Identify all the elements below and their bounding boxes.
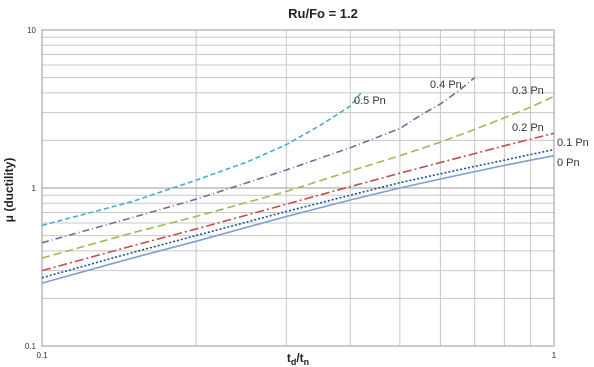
x-tick-label: 1 <box>552 351 557 360</box>
series-line-0_2-pn <box>41 132 555 272</box>
series-label: 0 Pn <box>557 157 580 169</box>
x-axis-label-main: t <box>287 351 291 365</box>
series-labels: 0.5 Pn 0.4 Pn 0.3 Pn 0.2 Pn 0.1 Pn 0 Pn <box>354 79 589 169</box>
series-line-0_1-pn <box>41 148 555 279</box>
series-line-0_4-pn <box>41 76 476 244</box>
chart-title: Ru/Fo = 1.2 <box>288 6 358 21</box>
plot-frame <box>41 29 555 347</box>
series-label: 0.1 Pn <box>557 137 589 149</box>
series-line-0-pn <box>41 154 555 284</box>
x-axis-label-sep: /t <box>296 351 303 365</box>
series-group <box>41 76 555 284</box>
tick-labels: 0.1 1 0.1 1 10 <box>25 26 557 360</box>
x-axis-label-sub2: n <box>304 357 310 367</box>
series-line-0_5-pn <box>41 92 362 227</box>
series-label: 0.4 Pn <box>430 79 462 91</box>
series-label: 0.3 Pn <box>512 85 544 97</box>
x-axis-label-sub1: d <box>291 357 297 367</box>
series-label: 0.5 Pn <box>354 95 386 107</box>
x-axis-label: td/tn <box>287 351 309 367</box>
y-axis-label: μ (ductility) <box>2 158 16 223</box>
series-label: 0.2 Pn <box>512 122 544 134</box>
y-tick-label: 10 <box>27 26 36 35</box>
y-tick-label: 0.1 <box>25 342 37 351</box>
series-line-0_3-pn <box>41 95 555 259</box>
y-tick-label: 1 <box>32 184 37 193</box>
x-tick-label: 0.1 <box>36 351 48 360</box>
